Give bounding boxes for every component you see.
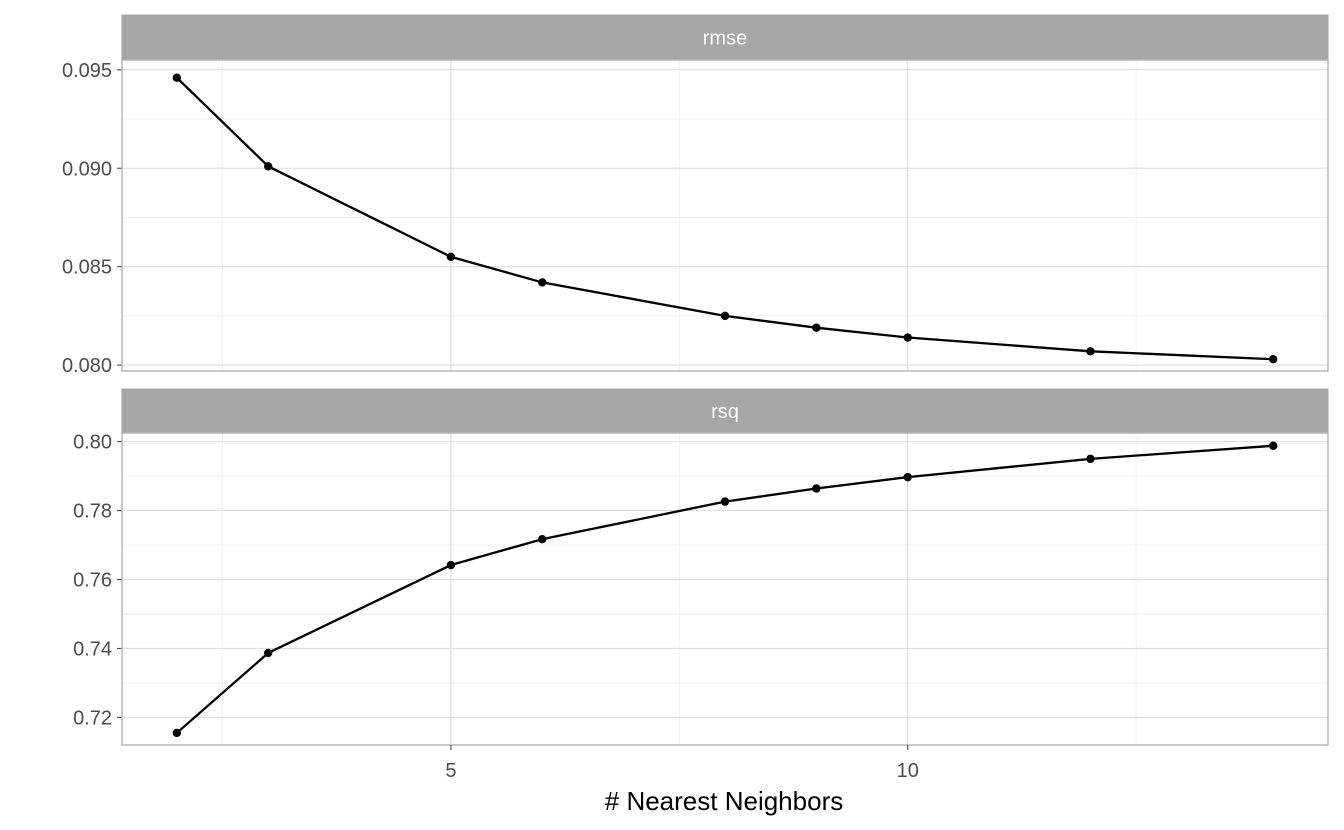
data-point — [720, 497, 730, 506]
strip-label-rmse: rmse — [703, 28, 747, 50]
data-point — [263, 162, 273, 171]
panel-border — [121, 432, 1329, 746]
panel-background — [122, 433, 1328, 745]
data-point — [1268, 354, 1278, 364]
y-tick-label: 0.78 — [73, 501, 112, 523]
data-point — [812, 484, 821, 493]
data-point — [1086, 454, 1095, 464]
data-point — [1086, 347, 1095, 356]
x-axis: 5 10 — [445, 745, 919, 782]
panel-rmse: rmse 0.080 0.085 0.090 0.095 — [62, 14, 1329, 377]
data-point — [172, 73, 182, 82]
panel-background — [122, 60, 1328, 371]
data-point — [1268, 441, 1278, 450]
y-tick-label: 0.76 — [73, 570, 112, 592]
strip-rsq — [121, 388, 1329, 434]
x-tick-label: 10 — [897, 760, 919, 782]
data-point — [446, 560, 456, 570]
y-tick-label: 0.095 — [62, 60, 112, 82]
panels: rmse 0.080 0.085 0.090 0.095 rsq 0.72 0.74 0.76 0… — [62, 14, 1329, 746]
data-point — [446, 252, 456, 262]
y-tick-label: 0.72 — [73, 707, 112, 729]
y-tick-label: 0.74 — [73, 638, 112, 660]
data-point — [812, 323, 821, 332]
strip-rmse — [121, 14, 1329, 61]
data-point — [172, 728, 182, 738]
y-tick-label: 0.80 — [73, 432, 112, 454]
data-point — [903, 472, 912, 482]
y-tick-label: 0.090 — [62, 158, 112, 180]
y-tick-label: 0.085 — [62, 257, 112, 279]
data-point — [720, 311, 730, 321]
data-point — [538, 278, 547, 287]
data-point — [263, 648, 273, 658]
strip-label-rsq: rsq — [711, 401, 739, 423]
data-point — [903, 333, 912, 342]
y-tick-label: 0.080 — [62, 355, 112, 377]
data-point — [538, 534, 547, 544]
panel-rsq: rsq 0.72 0.74 0.76 0.78 0.80 — [73, 388, 1329, 746]
x-axis-title: # Nearest Neighbors — [605, 786, 843, 816]
x-tick-label: 5 — [445, 760, 456, 782]
panel-border — [121, 59, 1329, 372]
